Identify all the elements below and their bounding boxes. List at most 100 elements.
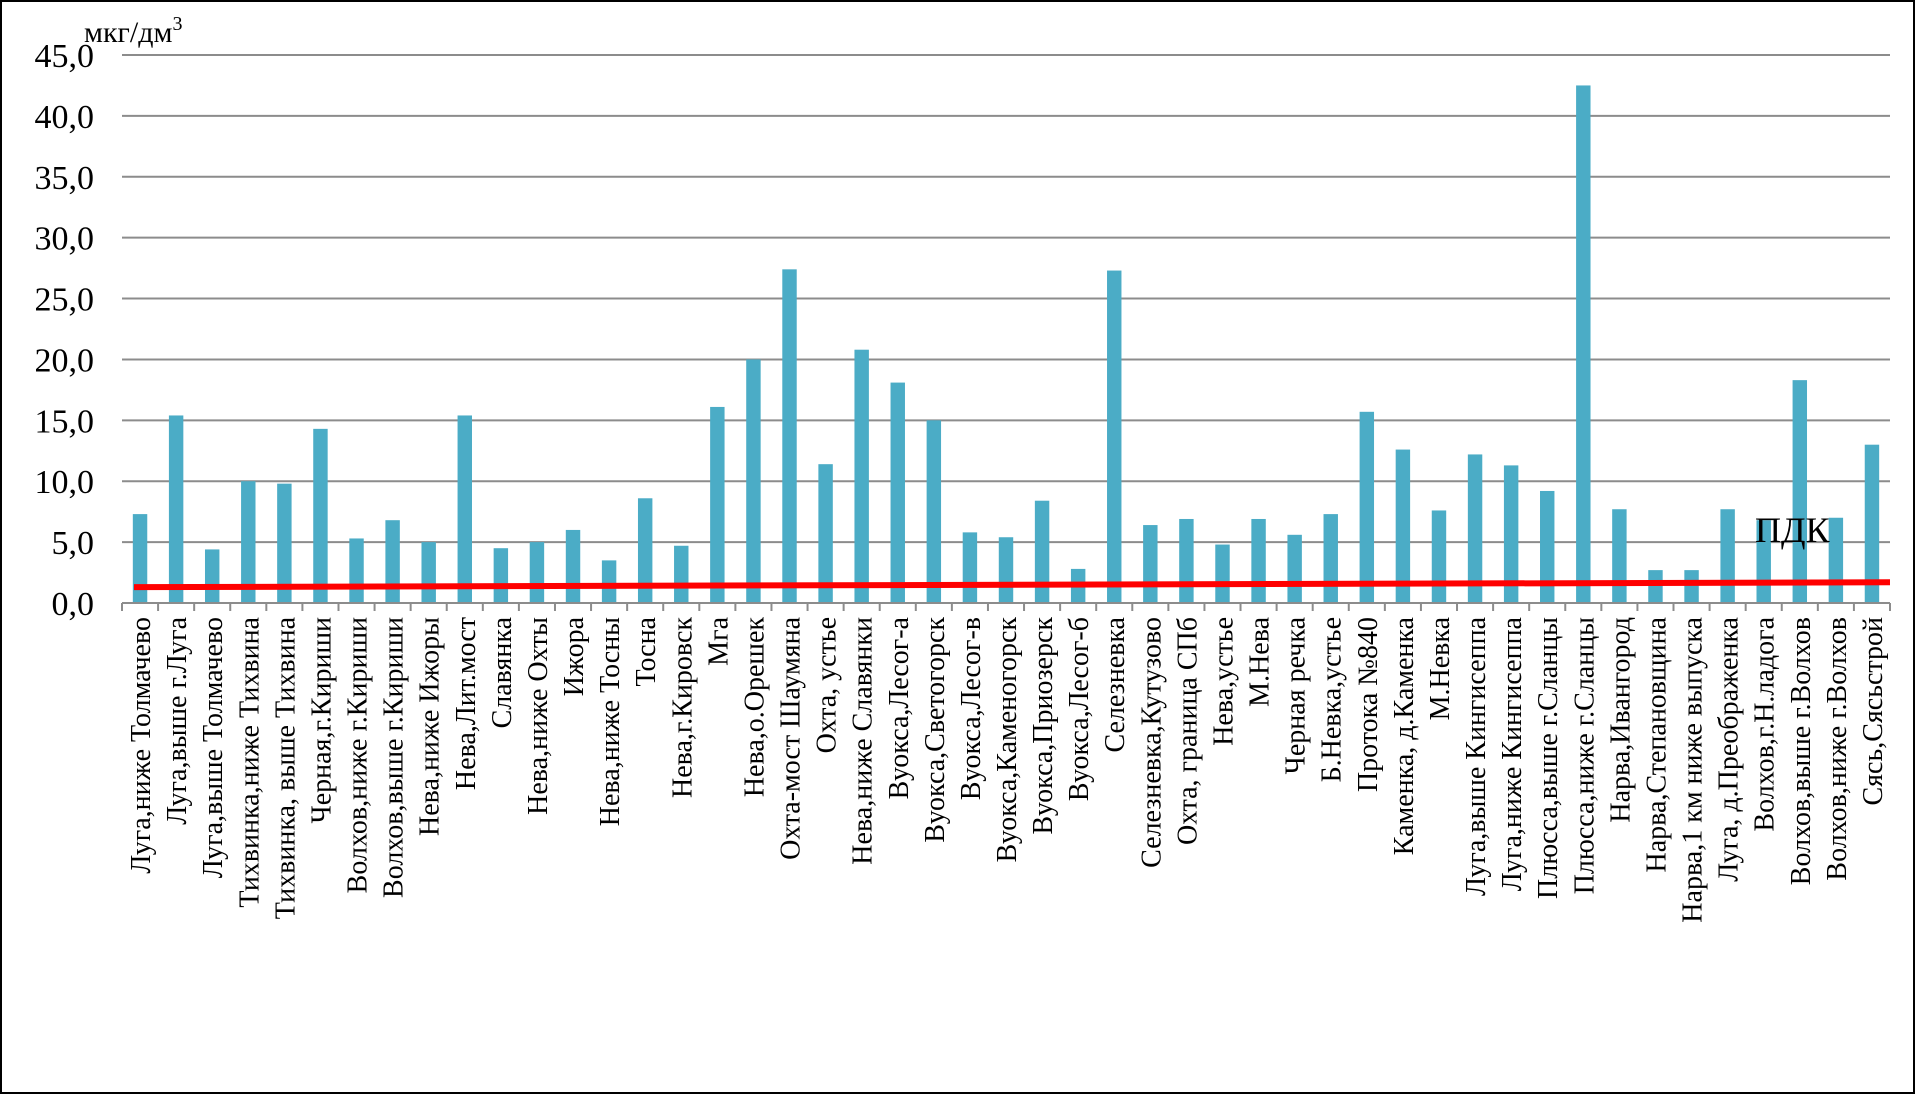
y-tick-label: 5,0: [52, 525, 95, 562]
bar: [1684, 570, 1699, 603]
x-tick-label: Волхов,ниже г.Кириши: [343, 617, 374, 893]
bar: [890, 382, 905, 603]
x-tick-label: Нарва,Степановщина: [1641, 616, 1672, 872]
bar: [349, 538, 364, 603]
x-axis-labels: Луга,ниже Толмачево Луга,выше г.Луга Луга,…: [126, 616, 1889, 922]
x-tick-label: Нева,ниже Тосны: [595, 617, 626, 826]
bar: [385, 520, 400, 603]
x-tick-label: Луга,выше Кингисеппа: [1461, 616, 1492, 896]
bar: [1034, 500, 1050, 603]
bar: [1720, 509, 1735, 603]
bar: [168, 415, 184, 603]
unit-superscript: 3: [172, 13, 182, 35]
x-tick-label: Волхов,г.Н.ладога: [1750, 616, 1781, 831]
x-tick-label: Вуокса,Лесог-б: [1064, 617, 1095, 801]
x-tick-label: Волхов,ниже г.Волхов: [1822, 617, 1853, 881]
y-tick-label: 15,0: [35, 403, 95, 440]
x-tick-label: Вуокса,Лесог-а: [884, 616, 915, 799]
x-tick-label: Волхов,выше г.Волхов: [1786, 617, 1817, 885]
bar: [1431, 510, 1447, 603]
x-tick-label: Нева,ниже Славянки: [848, 617, 879, 865]
y-tick-label: 20,0: [35, 342, 95, 379]
bar: [1612, 509, 1627, 603]
bar: [926, 420, 942, 603]
bar: [565, 529, 581, 603]
x-tick-label: Каменка, д.Каменка: [1389, 616, 1420, 855]
gridlines: [122, 54, 1890, 604]
bar: [1251, 518, 1266, 603]
x-tick-label: Мга: [703, 616, 734, 665]
x-tick-label: Нева,г.Кировск: [667, 617, 698, 798]
bar: [674, 545, 689, 603]
bar: [1179, 518, 1194, 603]
bar: [818, 464, 833, 603]
x-tick-label: Вуокса,Лесог-в: [956, 617, 987, 800]
x-tick-label: Б.Невка,устье: [1317, 617, 1348, 782]
x-tick-label: Охта, устье: [812, 617, 843, 753]
x-tick-label: Нева,о.Орешек: [739, 617, 770, 798]
x-tick-label: Луга, д.Преображенка: [1714, 616, 1745, 881]
x-tick-label: Славянка: [487, 616, 518, 728]
bar: [493, 548, 509, 603]
bar: [962, 532, 978, 603]
bar: [637, 498, 653, 603]
x-tick-label: Нева,Лит.мост: [451, 617, 482, 790]
x-tick-label: Волхов,выше г.Кириши: [379, 617, 410, 898]
y-tick-label: 35,0: [35, 160, 95, 197]
x-tick-label: Луга,ниже Толмачево: [126, 617, 157, 874]
bar: [1792, 380, 1808, 603]
bar: [1215, 544, 1230, 603]
bars: [132, 85, 1880, 603]
bar: [782, 269, 797, 603]
x-tick-label: Нарва,Ивангород: [1605, 617, 1636, 823]
bar: [421, 542, 436, 603]
x-tick-label: Сясь,Сясьстрой: [1858, 617, 1889, 806]
bar: [1287, 534, 1302, 603]
x-tick-label: Нарва,1 км ниже выпуска: [1678, 616, 1709, 922]
y-tick-label: 10,0: [35, 464, 95, 501]
bar: [710, 406, 725, 603]
x-tick-label: Черная,г.Кириши: [306, 617, 337, 823]
x-tick-label: М.Нева: [1245, 616, 1276, 706]
x-tick-label: Тихвинка, выше Тихвина: [270, 616, 301, 919]
y-tick-label: 25,0: [35, 282, 95, 319]
y-tick-label: 40,0: [35, 99, 95, 136]
x-tick-label: Протока №840: [1353, 617, 1384, 792]
bar: [1143, 525, 1158, 603]
x-tick-label: Вуокса,Каменогорск: [992, 617, 1023, 863]
x-tick-label: Охта, граница СПб: [1172, 617, 1203, 845]
x-tick-label: Тосна: [631, 616, 662, 686]
bar: [241, 481, 256, 603]
bar: [1576, 85, 1591, 603]
bar: [746, 359, 761, 603]
bar: [277, 483, 292, 603]
x-tick-label: Охта-мост Шаумяна: [776, 616, 807, 859]
x-tick-label: Нева,устье: [1208, 617, 1239, 746]
x-tick-label: Тихвинка,ниже Тихвина: [234, 616, 265, 907]
bar: [1323, 514, 1338, 603]
bar: [1540, 490, 1555, 603]
x-tick-label: Луга,выше Толмачево: [198, 617, 229, 878]
bar: [1395, 449, 1411, 603]
bar: [1467, 454, 1483, 603]
bar: [1359, 411, 1375, 603]
y-unit-label: мкг/дм3: [84, 13, 182, 49]
bar: [529, 542, 545, 603]
x-tick-label: Нева,ниже Охты: [523, 617, 554, 815]
x-tick-label: Луга,ниже Кингисеппа: [1497, 616, 1528, 891]
threshold-line-group: [133, 579, 1891, 591]
y-tick-label: 30,0: [35, 221, 95, 258]
bar: [998, 537, 1014, 603]
bar: [204, 549, 220, 603]
x-tick-label: Луга,выше г.Луга: [162, 616, 193, 824]
bar: [854, 349, 869, 603]
x-tick-label: Вуокса,Светогорск: [920, 617, 951, 843]
bar: [132, 514, 148, 603]
bar: [457, 415, 472, 603]
x-tick-label: М.Невка: [1425, 616, 1456, 720]
bar: [1864, 444, 1880, 603]
bar: [1503, 465, 1519, 603]
x-tick-label: Черная речка: [1281, 616, 1312, 774]
